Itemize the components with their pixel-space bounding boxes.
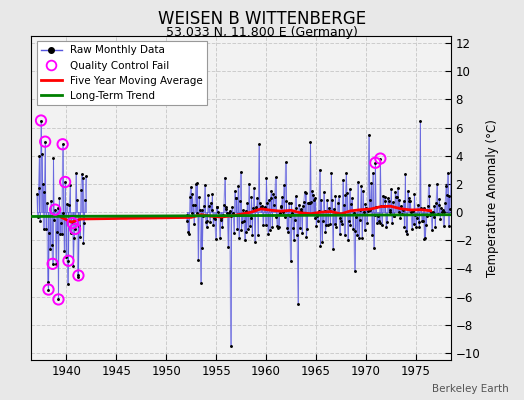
Point (54, 296, 63, 303)
Point (45, 286, 53, 293)
Point (64, 258, 73, 264)
Point (371, 160, 379, 166)
Point (51, 206, 59, 213)
Point (41, 138, 49, 145)
Legend: Raw Monthly Data, Quality Control Fail, Five Year Moving Average, Long-Term Tren: Raw Monthly Data, Quality Control Fail, … (37, 41, 207, 105)
Point (61, 179, 69, 185)
Point (69, 220, 77, 226)
Point (74, 272, 83, 279)
Point (59, 141, 67, 148)
Point (37, 117, 45, 124)
Y-axis label: Temperature Anomaly (°C): Temperature Anomaly (°C) (486, 119, 499, 277)
Point (376, 155, 385, 162)
Point (71, 226, 79, 232)
Text: WEISEN B WITTENBERGE: WEISEN B WITTENBERGE (158, 10, 366, 28)
Text: Berkeley Earth: Berkeley Earth (432, 384, 508, 394)
Text: 53.033 N, 11.800 E (Germany): 53.033 N, 11.800 E (Germany) (166, 26, 358, 39)
Point (48, 261, 57, 267)
